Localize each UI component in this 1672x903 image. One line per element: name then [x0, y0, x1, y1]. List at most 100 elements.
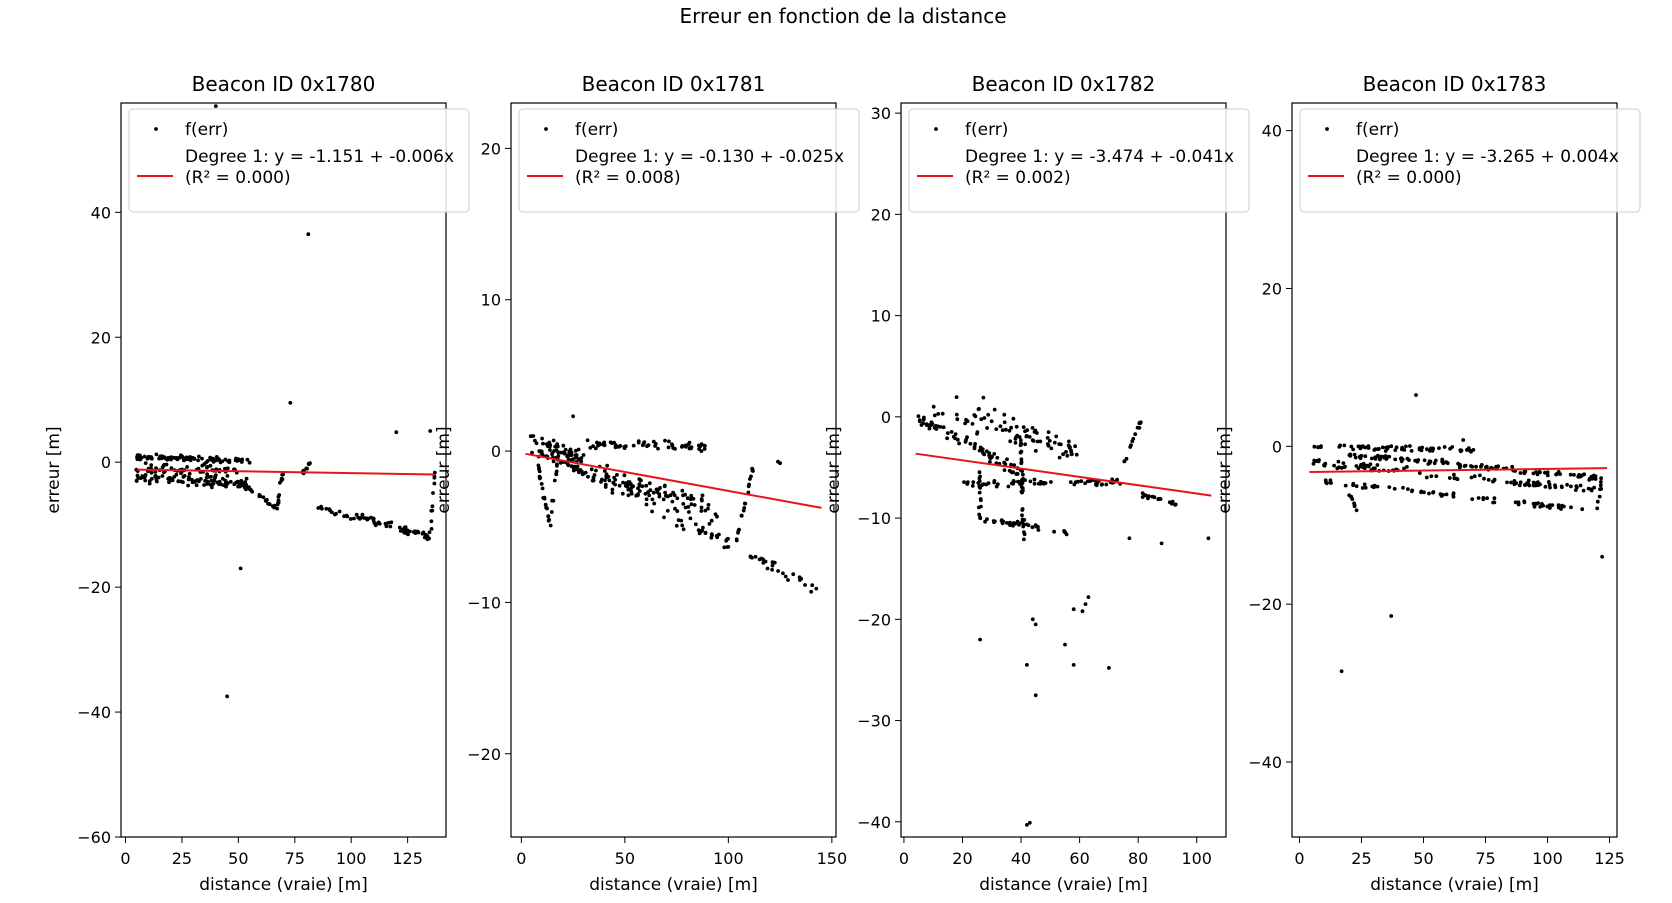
data-point [703, 444, 707, 448]
data-point [247, 485, 251, 490]
data-point [1531, 480, 1536, 485]
data-point [618, 444, 623, 448]
data-point-outlier [1107, 666, 1111, 670]
data-point [750, 467, 755, 471]
data-point [985, 426, 989, 430]
data-point [702, 447, 707, 451]
data-point [549, 510, 554, 514]
data-point [1324, 481, 1329, 486]
data-point [1361, 461, 1366, 466]
data-point [1028, 479, 1033, 484]
y-axis-label: erreur [m] [434, 426, 454, 513]
x-tick-label: 80 [1128, 849, 1148, 868]
data-point [620, 491, 625, 496]
data-point [1405, 456, 1410, 461]
data-point [551, 438, 556, 443]
data-point [1375, 463, 1380, 467]
x-tick-label: 0 [516, 849, 526, 868]
data-point [562, 451, 567, 456]
data-point [651, 490, 656, 495]
data-point [1360, 486, 1365, 490]
data-point [709, 518, 714, 523]
data-point [244, 476, 249, 481]
data-point [583, 470, 588, 475]
data-point [1482, 476, 1486, 481]
data-point [1383, 454, 1388, 458]
data-point [637, 482, 642, 487]
y-tick-label: 20 [871, 205, 891, 224]
data-point [1138, 420, 1142, 425]
data-point [602, 469, 607, 473]
data-point [540, 486, 545, 491]
data-point [706, 503, 711, 507]
data-point [1406, 487, 1410, 491]
data-point [707, 522, 712, 526]
data-point [622, 473, 627, 478]
data-point [1441, 461, 1446, 466]
legend-label-scatter: f(err) [185, 120, 228, 140]
data-point [1349, 444, 1354, 449]
data-point [998, 424, 1003, 429]
data-point [1008, 439, 1013, 444]
data-point [1061, 452, 1065, 457]
regression-line [1309, 467, 1608, 473]
data-point [709, 535, 714, 540]
data-point [1011, 416, 1016, 421]
data-point [612, 475, 616, 480]
data-point [1466, 446, 1471, 450]
data-point [245, 457, 250, 462]
data-point-outlier [1206, 536, 1211, 541]
data-point [1410, 488, 1415, 493]
x-tick-label: 0 [120, 849, 130, 868]
data-point [1505, 480, 1509, 485]
data-point [149, 455, 153, 460]
data-point [1023, 442, 1027, 447]
data-point [316, 506, 321, 510]
data-point [753, 554, 758, 559]
data-point [204, 475, 209, 480]
data-point [1568, 472, 1573, 477]
data-point [783, 574, 788, 579]
data-point-outlier [978, 637, 982, 642]
data-point [945, 436, 949, 441]
data-point [402, 525, 407, 530]
data-point-outlier [1389, 614, 1394, 618]
data-point [1543, 470, 1547, 475]
y-tick-label: 20 [481, 139, 501, 158]
data-point [1137, 426, 1142, 430]
data-point [1002, 460, 1007, 465]
x-tick-label: 0 [1294, 849, 1304, 868]
data-point [657, 494, 662, 499]
data-point [575, 464, 580, 469]
data-point [703, 530, 708, 535]
x-axis-label: distance (vraie) [m] [199, 875, 368, 895]
data-point [1009, 462, 1013, 467]
data-point [673, 447, 677, 451]
data-point [186, 477, 191, 482]
data-point [1052, 529, 1056, 534]
data-point [1485, 496, 1489, 501]
data-point [688, 516, 693, 521]
data-point [977, 490, 982, 495]
x-tick-label: 60 [1069, 849, 1089, 868]
data-point [551, 498, 556, 503]
data-point [1133, 432, 1138, 437]
legend-label-fit-r2: (R² = 0.008) [575, 168, 681, 188]
data-point [181, 456, 186, 461]
subplot-title: Beacon ID 0x1783 [1363, 72, 1547, 96]
data-point [931, 404, 936, 409]
subplot-title: Beacon ID 0x1782 [972, 72, 1156, 96]
data-point [951, 434, 956, 439]
data-point [1393, 448, 1398, 452]
data-point [270, 504, 275, 508]
data-point [1312, 444, 1317, 449]
data-point [921, 417, 926, 422]
data-point [1387, 485, 1392, 489]
data-point [226, 459, 231, 464]
data-point [1398, 456, 1403, 461]
data-point [324, 506, 329, 511]
data-point [1046, 443, 1051, 448]
data-point [990, 455, 994, 459]
data-point [330, 510, 334, 515]
